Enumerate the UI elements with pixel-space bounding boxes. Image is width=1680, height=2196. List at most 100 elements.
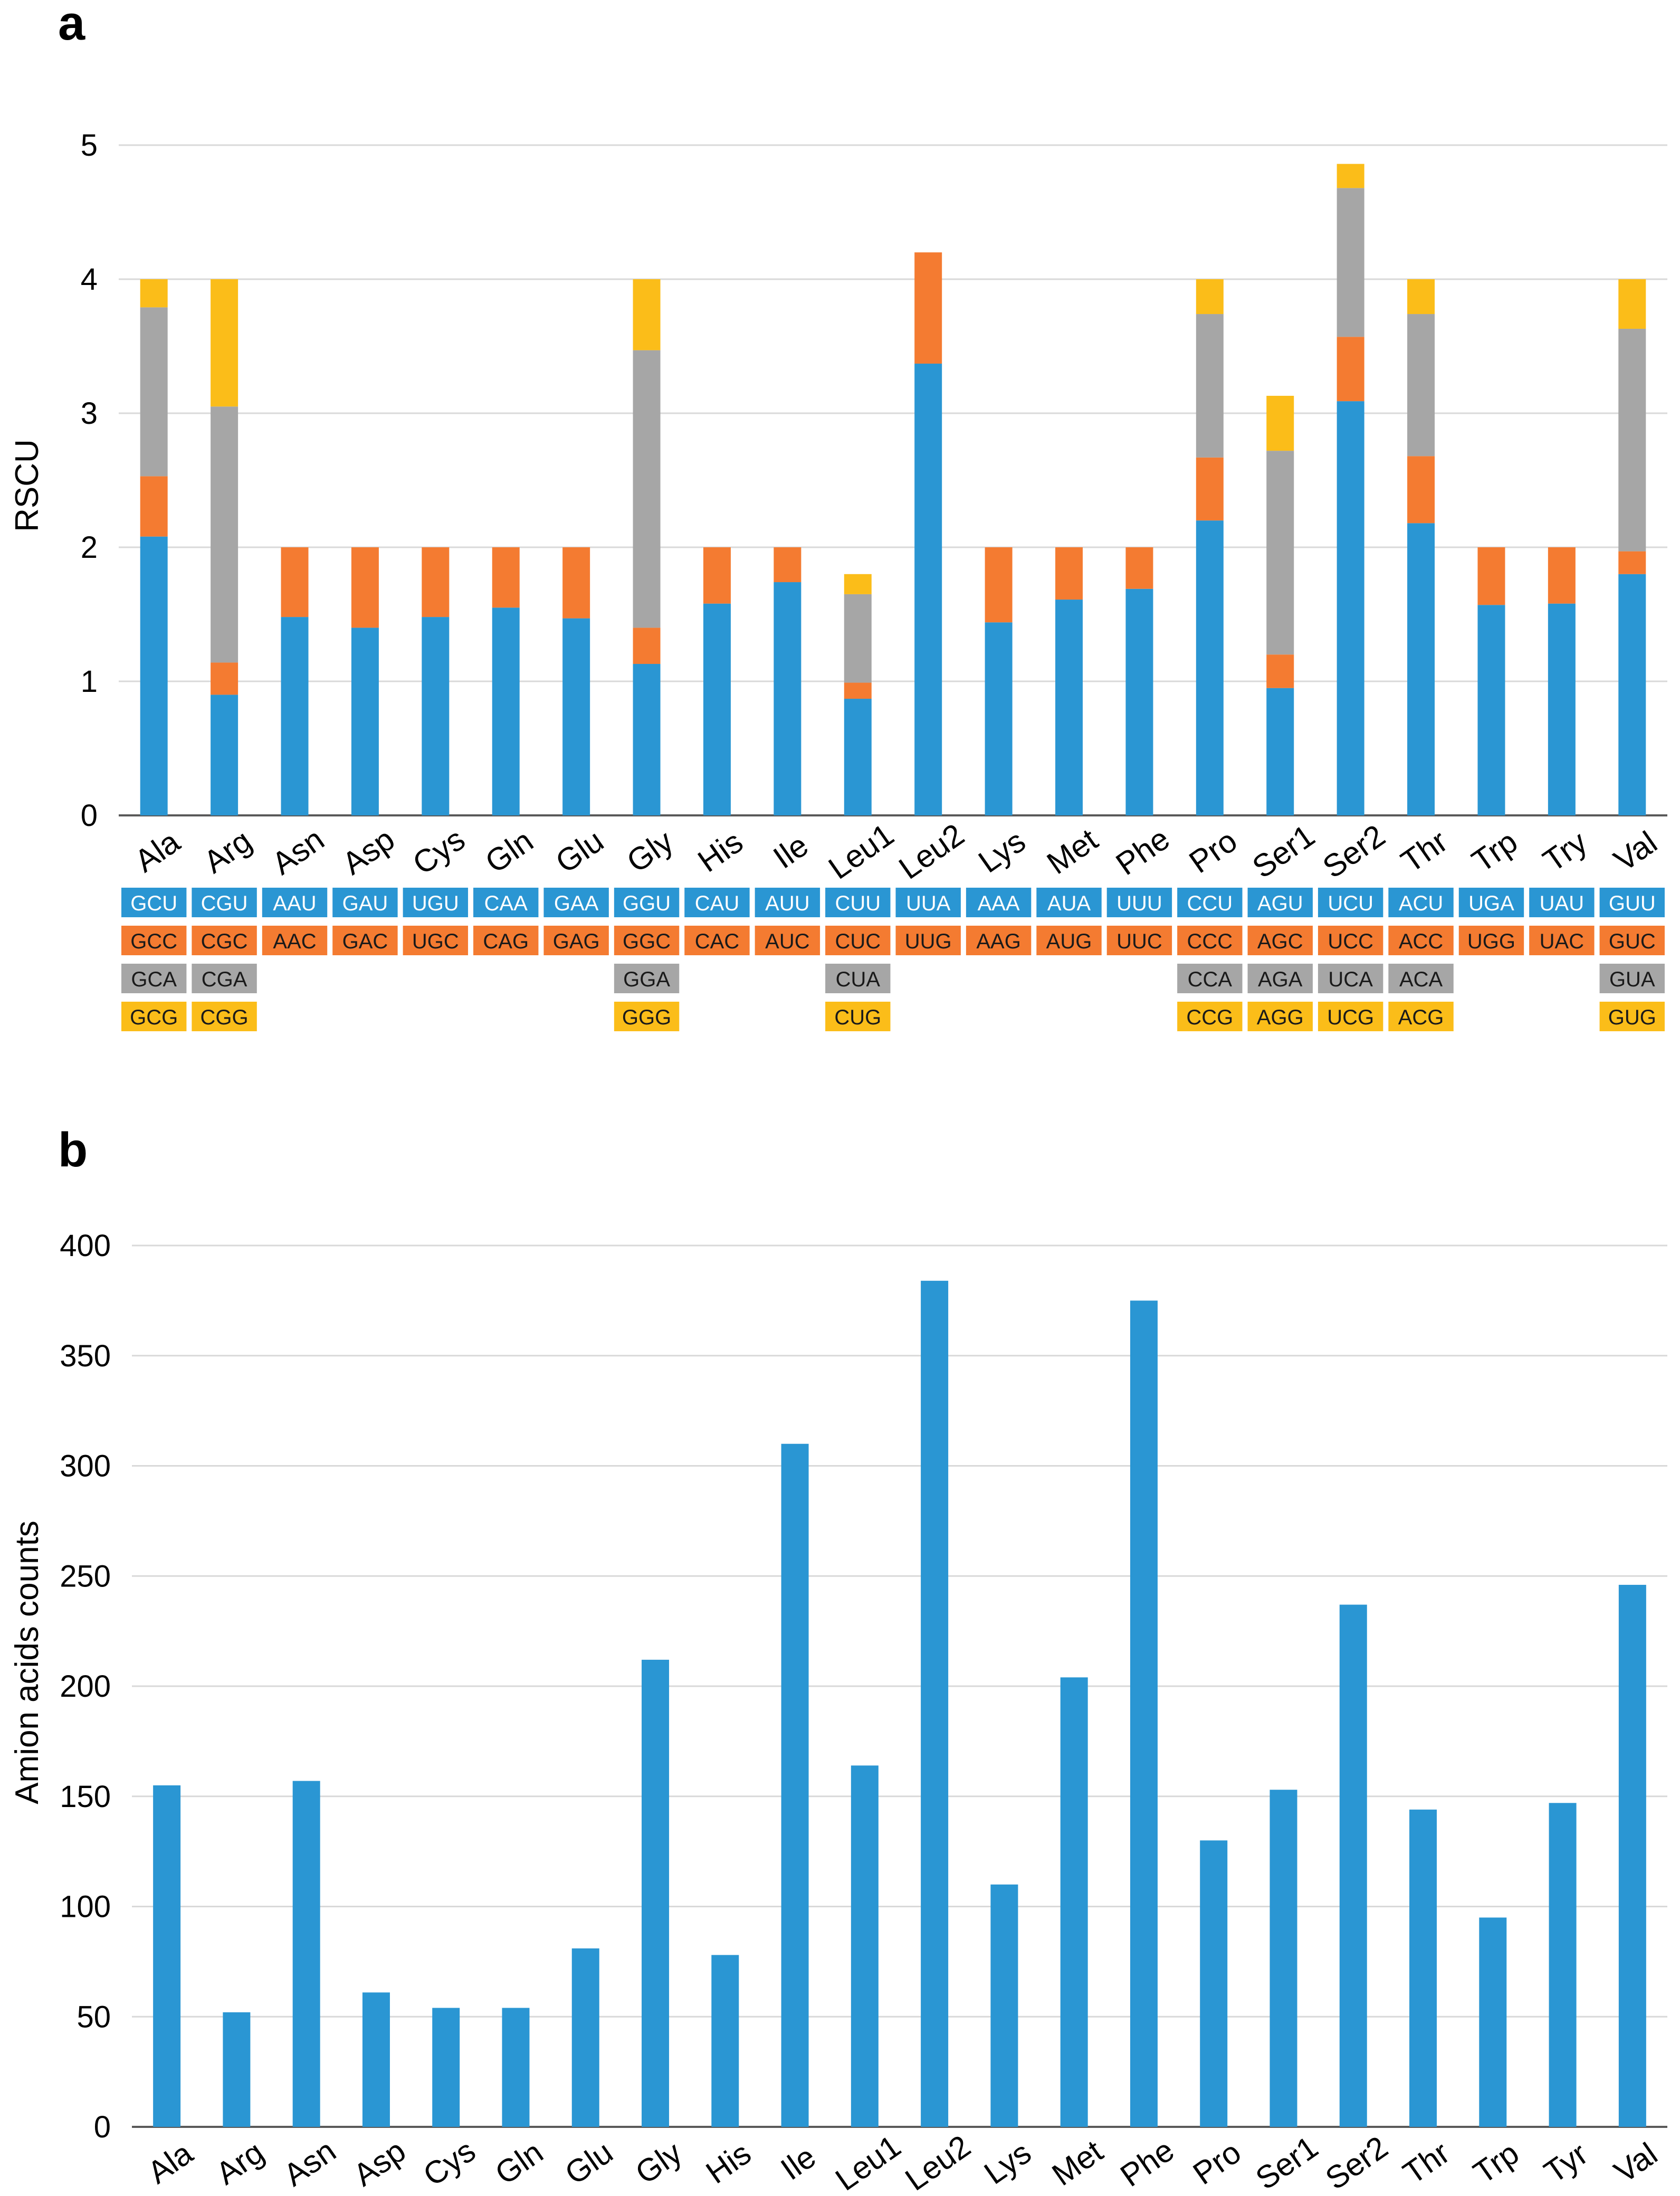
codon-cell-gly-row-1 (614, 888, 680, 917)
codon-cell-ala-row-3 (121, 964, 187, 993)
codon-label-aag: AAG (976, 930, 1020, 953)
codon-cell-ser1-row-1 (1247, 888, 1313, 917)
panel-a-y-tick-5: 5 (81, 128, 98, 163)
codon-label-ccu: CCU (1187, 892, 1233, 915)
codon-label-ccc: CCC (1187, 930, 1233, 953)
panel-a-bar-thr-segment-4 (1407, 279, 1435, 315)
panel-b-bar-gln (502, 2008, 530, 2127)
codon-cell-ser2-row-4 (1318, 1002, 1383, 1031)
codon-cell-pro-row-2 (1177, 926, 1243, 955)
codon-label-gua: GUA (1609, 968, 1655, 991)
codon-label-guu: GUU (1609, 892, 1656, 915)
panel-a-bar-cys-segment-2 (422, 547, 450, 617)
panel-a-bar-trp-segment-2 (1477, 547, 1505, 605)
codon-cell-val-row-3 (1599, 964, 1665, 993)
codon-label-ucu: UCU (1328, 892, 1373, 915)
codon-label-uau: UAU (1540, 892, 1584, 915)
panel-b-y-tick-100: 100 (60, 1890, 111, 1924)
codon-cell-pro-row-3 (1177, 964, 1243, 993)
panel-b-y-tick-50: 50 (77, 2000, 111, 2034)
codon-label-guc: GUC (1609, 930, 1656, 953)
panel-a-bar-his-segment-2 (703, 547, 731, 604)
codon-label-uga: UGA (1468, 892, 1514, 915)
codon-label-cua: CUA (836, 968, 881, 991)
panel-a-bar-cys-segment-1 (422, 617, 450, 815)
codon-label-aua: AUA (1047, 892, 1091, 915)
codon-cell-glu-row-1 (543, 888, 609, 917)
codon-label-ucg: UCG (1327, 1006, 1374, 1029)
panel-b-y-tick-400: 400 (60, 1229, 111, 1263)
codon-cell-gly-row-4 (614, 1002, 680, 1031)
codon-label-gga: GGA (623, 968, 670, 991)
panel-a-bar-arg-segment-3 (211, 406, 238, 663)
codon-cell-phe-row-2 (1106, 926, 1172, 955)
panel-a-bar-asp-segment-2 (351, 547, 379, 628)
codon-label-ugu: UGU (412, 892, 459, 915)
panel-a-bar-arg-segment-2 (211, 662, 238, 695)
codon-cell-thr-row-4 (1388, 1002, 1454, 1031)
codon-cell-val-row-1 (1599, 888, 1665, 917)
codon-label-gca: GCA (131, 968, 177, 991)
codon-cell-leu1-row-1 (825, 888, 891, 917)
codon-label-acc: ACC (1399, 930, 1443, 953)
panel-b-bar-leu2 (921, 1280, 949, 2127)
panel-a-bar-ile-segment-2 (774, 547, 801, 583)
panel-b-bar-trp (1479, 1917, 1507, 2127)
panel-a-bar-pro-segment-2 (1196, 457, 1224, 521)
codon-cell-ser2-row-3 (1318, 964, 1383, 993)
panel-a-bar-ser2-segment-2 (1337, 337, 1364, 402)
panel-a-bar-leu1-segment-2 (844, 682, 872, 699)
panel-b-bar-gly (642, 1659, 670, 2127)
codon-label-cca: CCA (1188, 968, 1233, 991)
panel-b-y-tick-labels: 0 50 100 150 200 250 300 350 400 (60, 1229, 111, 2144)
panel-b-y-tick-150: 150 (60, 1780, 111, 1814)
panel-a-y-axis-title: RSCU (9, 439, 45, 532)
panel-a-y-tick-2: 2 (81, 530, 98, 565)
codon-label-cac: CAC (695, 930, 739, 953)
codon-label-gcc: GCC (130, 930, 177, 953)
codon-cell-lys-row-1 (966, 888, 1032, 917)
panel-a-y-tick-4: 4 (81, 262, 98, 297)
codon-cell-ser1-row-2 (1247, 926, 1313, 955)
codon-label-uac: UAC (1540, 930, 1584, 953)
codon-cell-pro-row-4 (1177, 1002, 1243, 1031)
panel-a-bar-val-segment-3 (1618, 328, 1646, 552)
panel-b-bar-lys (990, 1884, 1018, 2127)
codon-cell-arg-row-4 (192, 1002, 257, 1031)
panel-a-bar-his-segment-1 (703, 603, 731, 815)
panel-a-bar-phe-segment-2 (1125, 547, 1153, 589)
panel-b-y-tick-350: 350 (60, 1339, 111, 1373)
codon-label-aga: AGA (1258, 968, 1303, 991)
codon-cell-his-row-2 (684, 926, 750, 955)
codon-cell-leu1-row-2 (825, 926, 891, 955)
codon-cell-cys-row-1 (403, 888, 469, 917)
codon-label-cgu: CGU (201, 892, 248, 915)
codon-label-uca: UCA (1328, 968, 1373, 991)
panel-a-bar-leu1-segment-3 (844, 594, 872, 683)
panel-a-bar-try-segment-1 (1548, 603, 1576, 815)
codon-label-aau: AAU (273, 892, 316, 915)
codon-label-uuc: UUC (1116, 930, 1162, 953)
codon-label-cga: CGA (202, 968, 247, 991)
panel-b-bar-thr (1409, 1809, 1437, 2127)
panel-a-stacked-bars (140, 164, 1646, 815)
codon-cell-gln-row-1 (473, 888, 539, 917)
codon-cell-met-row-1 (1036, 888, 1102, 917)
codon-label-cag: CAG (483, 930, 529, 953)
panel-b-amino-acid-counts-chart: b Amion acids counts 0 50 100 150 200 250 300 3… (9, 1123, 1667, 2196)
codon-cell-arg-row-1 (192, 888, 257, 917)
codon-label-agg: AGG (1257, 1006, 1304, 1029)
codon-label-ggg: GGG (622, 1006, 671, 1029)
codon-label-ugg: UGG (1467, 930, 1515, 953)
codon-cell-lys-row-2 (966, 926, 1032, 955)
codon-cell-gly-row-2 (614, 926, 680, 955)
codon-label-ccg: CCG (1186, 1006, 1233, 1029)
panel-a-bar-lys-segment-2 (985, 547, 1013, 623)
codon-label-caa: CAA (484, 892, 528, 915)
panel-a-bar-ser1-segment-3 (1266, 451, 1294, 655)
panel-b-y-tick-300: 300 (60, 1449, 111, 1484)
codon-cell-arg-row-3 (192, 964, 257, 993)
codon-label-cug: CUG (834, 1006, 881, 1029)
